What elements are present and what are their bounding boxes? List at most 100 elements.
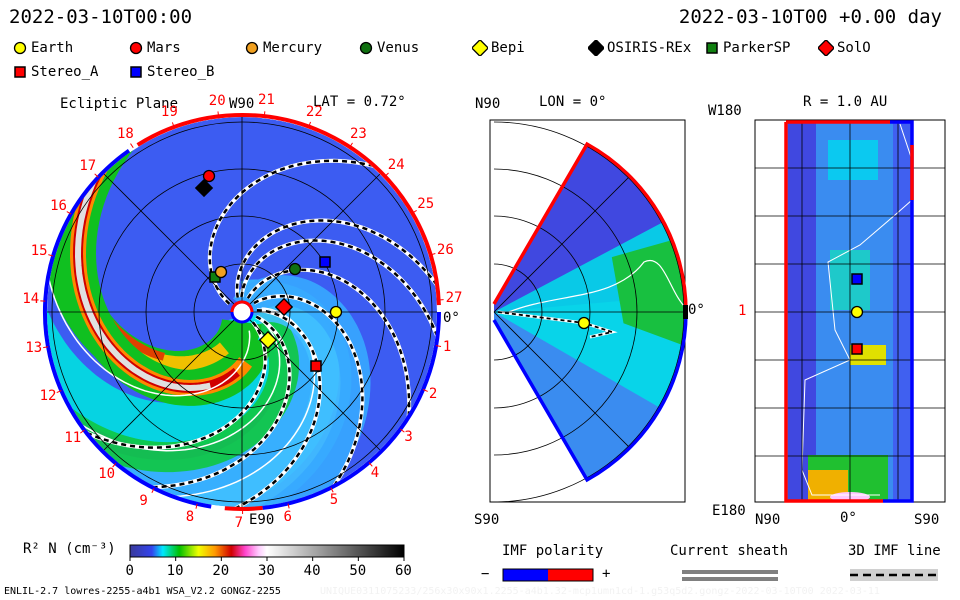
rim-tick-label: 9 bbox=[139, 492, 148, 509]
legend-marker bbox=[245, 41, 259, 55]
legend-label: Venus bbox=[377, 40, 420, 56]
density-region bbox=[828, 140, 878, 180]
square-marker-icon bbox=[14, 66, 26, 78]
rim-tick-label: 23 bbox=[349, 125, 367, 142]
meridional-top-label: N90 bbox=[475, 96, 501, 112]
current-sheath-swatch bbox=[682, 570, 778, 574]
colorbar-tick-label: 50 bbox=[349, 563, 367, 579]
body-marker-earth bbox=[850, 305, 864, 319]
imf-plus: + bbox=[602, 566, 611, 582]
imf-polarity-rim bbox=[492, 141, 688, 313]
sphere-1au-panel bbox=[754, 119, 946, 503]
density-band bbox=[114, 275, 371, 507]
rim-tick bbox=[330, 487, 334, 493]
rim-tick bbox=[422, 389, 428, 392]
rim-tick bbox=[56, 390, 62, 394]
imf-polarity-rim bbox=[492, 311, 688, 483]
diamond-marker-icon bbox=[472, 40, 488, 56]
rim-tick bbox=[112, 462, 117, 468]
timestamp-left: 2022-03-10T00:00 bbox=[9, 6, 193, 28]
rim-tick-label: 20 bbox=[208, 92, 226, 109]
rim-tick bbox=[349, 142, 353, 148]
diamond-marker-icon bbox=[818, 40, 834, 56]
rim-tick bbox=[130, 143, 134, 149]
rim-tick bbox=[436, 345, 442, 347]
imf-line bbox=[217, 294, 364, 507]
sphere-y-mid: 1 bbox=[738, 303, 747, 319]
rim-tick-label: 12 bbox=[39, 387, 57, 404]
rim-tick bbox=[66, 211, 72, 215]
legend-label: Stereo_A bbox=[31, 64, 99, 80]
meridional-right-label: 0° bbox=[688, 302, 705, 318]
legend-marker bbox=[129, 41, 143, 55]
diamond-marker-icon bbox=[588, 40, 604, 56]
rim-tick-label: 10 bbox=[98, 465, 116, 482]
ecliptic-plane-panel bbox=[40, 111, 444, 515]
imf-line bbox=[235, 219, 437, 423]
imf-negative-swatch bbox=[503, 569, 548, 581]
timestamp-right: 2022-03-10T00 +0.00 day bbox=[678, 6, 942, 28]
legend-marker bbox=[13, 41, 27, 55]
rim-tick bbox=[308, 121, 312, 127]
meridional-panel bbox=[489, 119, 688, 503]
body-marker-earth bbox=[577, 316, 591, 330]
legend-label: Earth bbox=[31, 40, 74, 56]
legend-marker bbox=[818, 40, 834, 56]
legend-label: SolO bbox=[837, 40, 871, 56]
body-marker-bepi bbox=[258, 330, 278, 350]
legend-marker bbox=[14, 66, 26, 78]
rim-tick bbox=[94, 173, 99, 178]
rim-tick bbox=[287, 503, 290, 509]
colorbar-tick-label: 30 bbox=[258, 563, 275, 579]
legend-item-earth: Earth bbox=[12, 40, 73, 56]
rim-tick bbox=[80, 429, 85, 434]
legend-item-venus: Venus bbox=[358, 40, 419, 56]
cme-band bbox=[74, 117, 281, 392]
body-marker-venus bbox=[288, 262, 302, 276]
circle-marker-icon bbox=[359, 41, 373, 55]
sphere-x-tick: N90 bbox=[755, 512, 781, 528]
imf-line bbox=[208, 159, 437, 305]
imf-line-label: 3D IMF line bbox=[848, 543, 941, 559]
imf-line bbox=[47, 315, 291, 489]
colorbar-tick-label: 10 bbox=[166, 563, 184, 579]
body-marker-stereo_a bbox=[851, 343, 863, 355]
rim-tick-label: 4 bbox=[370, 465, 380, 481]
body-marker-stereo_b bbox=[319, 256, 331, 268]
legend-marker bbox=[588, 40, 604, 56]
rim-tick-label: 2 bbox=[428, 386, 438, 403]
colorbar-tick-label: 60 bbox=[395, 563, 412, 579]
sphere-title: R = 1.0 AU bbox=[803, 94, 888, 110]
imf-line bbox=[240, 239, 437, 480]
legend-marker bbox=[472, 40, 488, 56]
sphere-y-bottom: E180 bbox=[712, 503, 746, 519]
imf-polarity-label: IMF polarity bbox=[502, 543, 604, 559]
rim-tick-label: 8 bbox=[185, 509, 195, 526]
legend-label: Mars bbox=[147, 40, 181, 56]
imf-polarity-rim bbox=[136, 113, 441, 306]
ecliptic-lat: LAT = 0.72° bbox=[313, 94, 406, 110]
rim-tick bbox=[368, 462, 373, 467]
imf-line bbox=[92, 308, 322, 507]
sphere-x-tick: 0° bbox=[840, 510, 857, 526]
colorbar-tick-label: 0 bbox=[125, 563, 134, 579]
legend-item-osiris-rex: OSIRIS-REx bbox=[588, 40, 691, 56]
imf-line bbox=[47, 321, 267, 449]
rim-tick-label: 17 bbox=[79, 157, 97, 174]
rim-tick bbox=[400, 428, 405, 433]
imf-line bbox=[497, 311, 616, 338]
ecliptic-right-label: 0° bbox=[443, 310, 460, 326]
rim-tick-label: 19 bbox=[160, 103, 178, 120]
rim-tick bbox=[384, 172, 389, 177]
legend-item-solo: SolO bbox=[818, 40, 871, 56]
ecliptic-top-label: W90 bbox=[229, 96, 255, 112]
rim-tick-label: 21 bbox=[257, 92, 275, 109]
rim-tick bbox=[151, 488, 155, 493]
legend-item-parkersp: ParkerSP bbox=[704, 40, 790, 56]
rim-tick-label: 26 bbox=[436, 241, 454, 258]
legend-marker bbox=[706, 42, 718, 54]
legend-label: ParkerSP bbox=[723, 40, 791, 56]
body-marker-stereo_a bbox=[310, 360, 322, 372]
colorbar-label: R² N (cm⁻³) bbox=[23, 541, 116, 557]
rim-tick-label: 25 bbox=[417, 196, 435, 213]
